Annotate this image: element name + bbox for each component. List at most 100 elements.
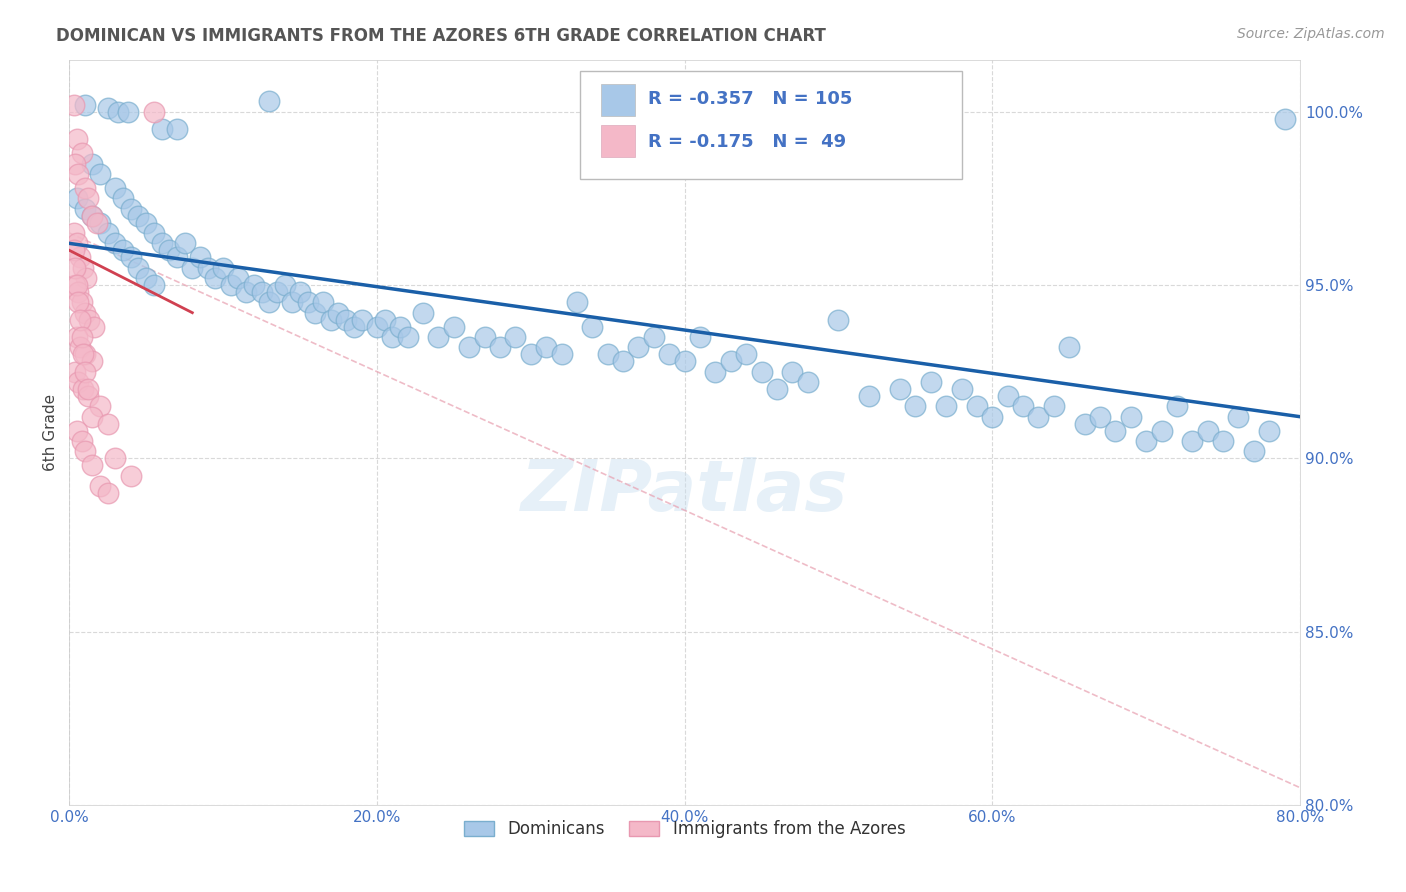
Point: [228, 271, 250, 285]
Point: [458, 340, 481, 354]
Point: [66, 277, 89, 292]
Point: [67, 285, 90, 299]
Bar: [600, 84, 636, 115]
Point: [73, 202, 96, 216]
Point: [65, 277, 87, 292]
Point: [75, 271, 97, 285]
Point: [188, 250, 211, 264]
Point: [97, 486, 120, 500]
Point: [197, 260, 219, 275]
Point: [82, 354, 104, 368]
Point: [76, 191, 98, 205]
Point: [266, 285, 288, 299]
Point: [1258, 424, 1281, 438]
Point: [142, 277, 165, 292]
Point: [1073, 417, 1095, 431]
Point: [67, 375, 90, 389]
Legend: Dominicans, Immigrants from the Azores: Dominicans, Immigrants from the Azores: [457, 814, 912, 845]
Point: [73, 181, 96, 195]
Point: [1150, 424, 1173, 438]
Point: [69, 312, 91, 326]
Point: [751, 365, 773, 379]
Point: [1243, 444, 1265, 458]
Point: [581, 319, 603, 334]
Point: [97, 226, 120, 240]
Point: [69, 340, 91, 354]
Point: [66, 424, 89, 438]
Point: [827, 312, 849, 326]
Point: [66, 330, 89, 344]
Point: [66, 236, 89, 251]
Point: [1166, 399, 1188, 413]
Point: [1057, 340, 1080, 354]
Point: [82, 458, 104, 473]
Point: [1135, 434, 1157, 448]
Point: [82, 409, 104, 424]
Point: [72, 382, 94, 396]
Point: [366, 319, 388, 334]
Point: [219, 277, 242, 292]
Point: [643, 330, 665, 344]
Point: [73, 365, 96, 379]
Point: [204, 271, 226, 285]
Point: [297, 295, 319, 310]
Y-axis label: 6th Grade: 6th Grade: [44, 393, 58, 471]
Point: [388, 319, 411, 334]
Point: [76, 389, 98, 403]
Point: [288, 285, 311, 299]
Point: [70, 434, 93, 448]
Point: [107, 104, 129, 119]
Point: [1119, 409, 1142, 424]
Point: [257, 94, 280, 108]
Point: [97, 101, 120, 115]
Point: [166, 250, 188, 264]
Point: [950, 382, 973, 396]
Point: [120, 468, 142, 483]
Point: [720, 354, 742, 368]
Point: [920, 375, 942, 389]
Point: [63, 244, 86, 258]
Point: [89, 479, 111, 493]
Point: [70, 330, 93, 344]
Point: [235, 285, 257, 299]
Point: [70, 295, 93, 310]
Point: [343, 319, 366, 334]
Point: [83, 319, 105, 334]
Point: [117, 104, 139, 119]
Point: [312, 295, 335, 310]
Point: [1012, 399, 1035, 413]
Point: [612, 354, 634, 368]
Point: [72, 260, 94, 275]
Point: [89, 399, 111, 413]
Point: [67, 167, 90, 181]
Point: [150, 122, 173, 136]
Point: [658, 347, 681, 361]
Point: [63, 97, 86, 112]
Point: [257, 295, 280, 310]
Point: [627, 340, 650, 354]
Point: [796, 375, 818, 389]
Point: [534, 340, 557, 354]
Point: [350, 312, 373, 326]
Point: [474, 330, 496, 344]
Point: [73, 347, 96, 361]
Point: [981, 409, 1004, 424]
Point: [89, 167, 111, 181]
Point: [1104, 424, 1126, 438]
Text: ZIPatlas: ZIPatlas: [522, 458, 848, 526]
Point: [72, 347, 94, 361]
Point: [427, 330, 450, 344]
Point: [104, 451, 127, 466]
Point: [889, 382, 911, 396]
Point: [565, 295, 588, 310]
Point: [966, 399, 988, 413]
Point: [520, 347, 543, 361]
Text: DOMINICAN VS IMMIGRANTS FROM THE AZORES 6TH GRADE CORRELATION CHART: DOMINICAN VS IMMIGRANTS FROM THE AZORES …: [56, 27, 827, 45]
Point: [381, 330, 404, 344]
Bar: [600, 125, 636, 156]
Point: [997, 389, 1019, 403]
Point: [396, 330, 419, 344]
Point: [319, 312, 342, 326]
Point: [596, 347, 619, 361]
Point: [89, 215, 111, 229]
